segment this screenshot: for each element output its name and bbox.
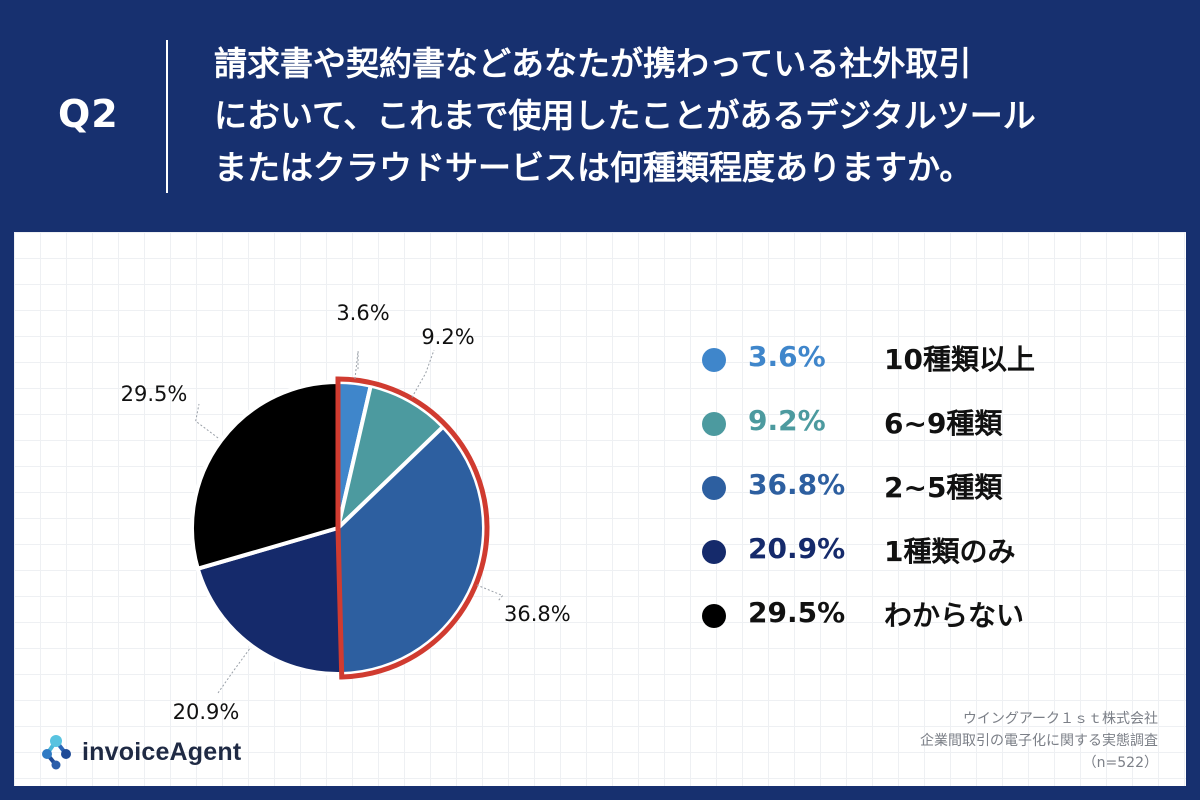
highlight-outline [335, 376, 490, 680]
leader-line [217, 648, 250, 694]
question-line: またはクラウドサービスは何種類程度ありますか。 [214, 148, 973, 187]
legend-category: 10種類以上 [884, 343, 1035, 376]
legend-item: 3.6% 10種類以上 [702, 340, 1122, 408]
legend-item: 20.9% 1種類のみ [702, 532, 1122, 600]
invoiceagent-logo-icon [42, 735, 71, 770]
question-line: 請求書や契約書などあなたが携わっている社外取引 [214, 44, 972, 83]
pie-slice [336, 424, 486, 676]
pie-data-label: 29.5% [121, 382, 188, 406]
legend-percent: 3.6% [748, 340, 826, 373]
source-line: ウイングアーク１ｓｔ株式会社 [962, 711, 1158, 727]
pie-slice [195, 526, 344, 676]
legend-item: 29.5% わからない [702, 596, 1122, 664]
legend-category: 6~9種類 [884, 407, 1003, 440]
legend-item: 9.2% 6~9種類 [702, 404, 1122, 472]
legend-swatch [702, 412, 726, 436]
pie-chart: 3.6% 9.2% 36.8% 20.9% 29.5% [121, 301, 571, 724]
legend-percent: 29.5% [748, 596, 846, 629]
source-line: （n=522） [1082, 755, 1158, 771]
question-number: Q2 [58, 92, 119, 136]
legend-swatch [702, 476, 726, 500]
legend-percent: 20.9% [748, 532, 846, 565]
chart-panel: 3.6% 9.2% 36.8% 20.9% 29.5% 3.6% 10種類以上 9.2% 6~… [14, 232, 1186, 786]
pie-data-label: 3.6% [336, 301, 389, 325]
leader-line [476, 584, 504, 602]
header-banner: Q2 請求書や契約書などあなたが携わっている社外取引 において、これまで使用した… [0, 0, 1200, 232]
pie-data-label: 36.8% [504, 602, 571, 626]
legend-percent: 36.8% [748, 468, 846, 501]
legend-swatch [702, 348, 726, 372]
header-divider [166, 40, 168, 193]
logo-text: invoiceAgent [82, 737, 242, 766]
question-text: 請求書や契約書などあなたが携わっている社外取引 において、これまで使用したことが… [214, 38, 1174, 194]
chart-legend: 3.6% 10種類以上 9.2% 6~9種類 36.8% 2~5種類 20.9% 1種類のみ 2… [702, 340, 1122, 664]
legend-category: わからない [884, 599, 1025, 632]
legend-category: 1種類のみ [884, 535, 1016, 568]
leader-line [354, 351, 359, 380]
source-note: ウイングアーク１ｓｔ株式会社 企業間取引の電子化に関する実態調査 （n=522） [920, 708, 1158, 774]
legend-item: 36.8% 2~5種類 [702, 468, 1122, 536]
leader-line [411, 349, 435, 398]
leader-line [195, 403, 219, 439]
legend-swatch [702, 604, 726, 628]
pie-data-label: 20.9% [173, 700, 240, 724]
pie-data-label: 9.2% [421, 325, 474, 349]
pie-slice [190, 380, 340, 571]
question-line: において、これまで使用したことがあるデジタルツール [214, 96, 1036, 135]
invoiceagent-logo: invoiceAgent [36, 732, 241, 772]
legend-category: 2~5種類 [884, 471, 1003, 504]
source-line: 企業間取引の電子化に関する実態調査 [920, 733, 1158, 749]
legend-swatch [702, 540, 726, 564]
legend-percent: 9.2% [748, 404, 826, 437]
